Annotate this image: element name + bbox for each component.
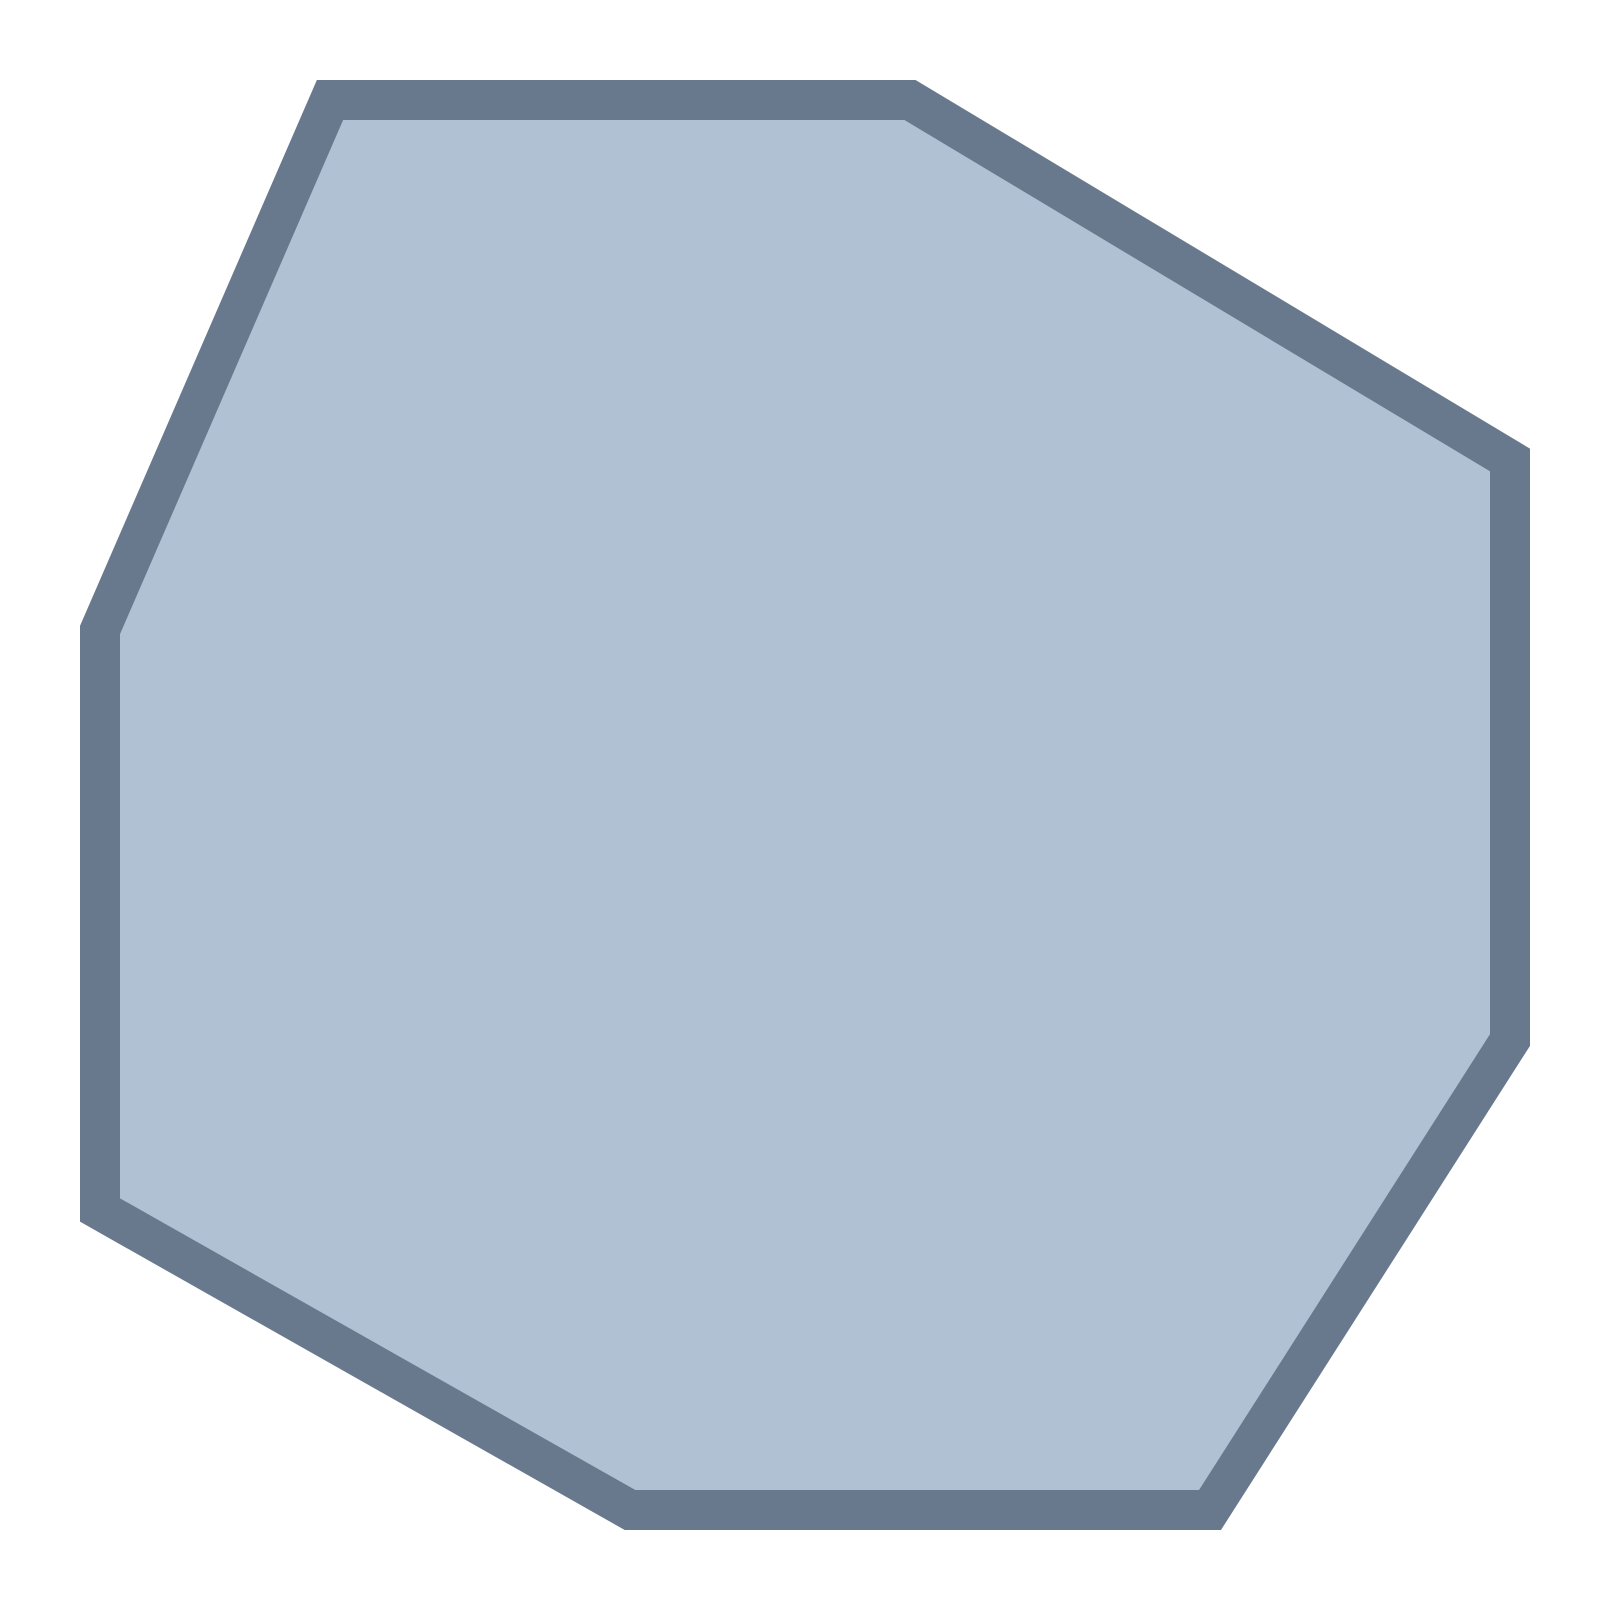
- heptagon-icon: [80, 80, 1530, 1530]
